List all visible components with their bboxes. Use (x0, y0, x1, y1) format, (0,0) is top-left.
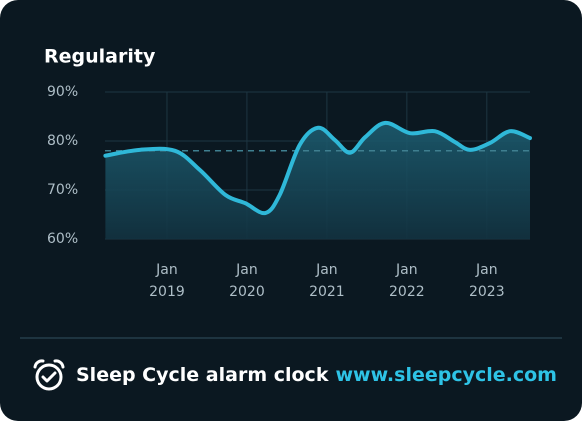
alarm-icon (33, 359, 65, 391)
area (105, 122, 530, 239)
brand-name: Sleep Cycle alarm clock (76, 364, 329, 386)
y-tick-label: 90% (47, 84, 78, 100)
chart-title: Regularity (44, 46, 156, 68)
website-link[interactable]: www.sleepcycle.com (335, 364, 557, 386)
x-tick-label: Jan 2020 (229, 262, 265, 300)
chart: Regularity 60% 70% 80% 90% (20, 46, 562, 339)
card: Regularity 60% 70% 80% 90% Sleep Cycle alar… (0, 0, 582, 421)
y-tick-label: 60% (47, 231, 78, 247)
footer: Sleep Cycle alarm clock www.sleepcycle.c… (32, 356, 557, 394)
x-tick-label: Jan 2021 (309, 262, 345, 300)
x-tick-label: Jan 2019 (149, 262, 185, 300)
x-tick-label: Jan 2022 (389, 262, 425, 300)
line (103, 120, 532, 216)
y-tick-label: 80% (47, 133, 78, 149)
y-tick-label: 70% (47, 182, 78, 198)
x-tick-label: Jan 2023 (468, 262, 505, 300)
